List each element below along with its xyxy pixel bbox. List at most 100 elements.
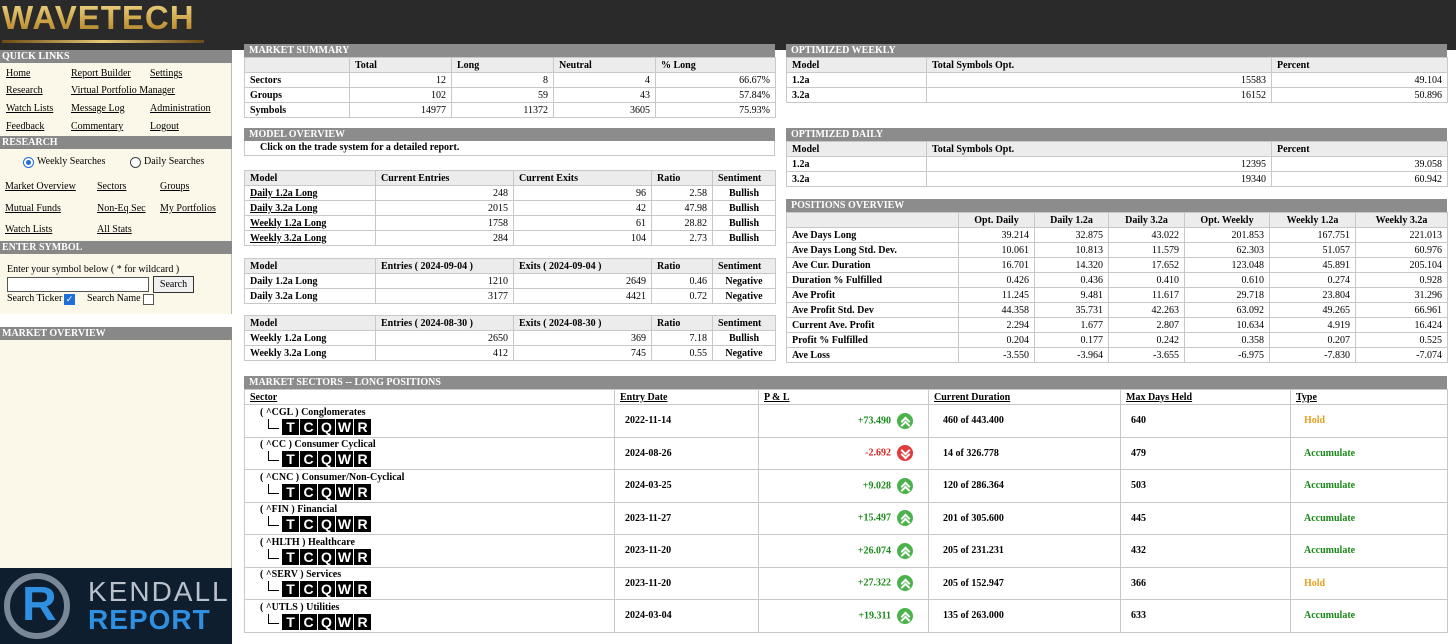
table-row: Ave Loss -3.550 -3.964 -3.655 -6.975 -7.830 -7… bbox=[786, 347, 1448, 363]
sector-name[interactable]: ( ^CNC ) Consumer/Non-Cyclical bbox=[260, 471, 405, 483]
tcqwr-c-button[interactable]: C bbox=[300, 418, 317, 435]
tcqwr-c-button[interactable]: C bbox=[300, 548, 317, 565]
tcqwr-c-button[interactable]: C bbox=[300, 581, 317, 598]
sort-type[interactable]: Type bbox=[1296, 391, 1317, 403]
tcqwr-q-button[interactable]: Q bbox=[318, 451, 335, 468]
daily-searches-radio[interactable] bbox=[130, 157, 141, 168]
table-cell: Weekly 1.2a Long bbox=[244, 215, 376, 231]
current-duration: 135 of 263.000 bbox=[928, 599, 1121, 633]
tcqwr-r-button[interactable]: R bbox=[354, 483, 371, 500]
tcqwr-w-button[interactable]: W bbox=[336, 483, 353, 500]
link-groups[interactable]: Groups bbox=[160, 181, 190, 192]
tcqwr-r-button[interactable]: R bbox=[354, 548, 371, 565]
sort-current-duration[interactable]: Current Duration bbox=[934, 391, 1011, 403]
sort-sector[interactable]: Sector bbox=[250, 391, 278, 403]
sort-pl[interactable]: P & L bbox=[764, 391, 790, 403]
sector-name[interactable]: ( ^CC ) Consumer Cyclical bbox=[260, 439, 376, 451]
tcqwr-w-button[interactable]: W bbox=[336, 516, 353, 533]
tcqwr-q-button[interactable]: Q bbox=[318, 418, 335, 435]
wavetech-logo[interactable]: WAVETECH bbox=[2, 0, 195, 44]
col-header: Model bbox=[244, 258, 376, 274]
tcqwr-t-button[interactable]: T bbox=[282, 548, 299, 565]
table-cell: 35.731 bbox=[1034, 302, 1109, 318]
tcqwr-w-button[interactable]: W bbox=[336, 613, 353, 630]
link-logout[interactable]: Logout bbox=[150, 121, 179, 132]
search-button[interactable]: Search bbox=[153, 276, 194, 293]
tcqwr-q-button[interactable]: Q bbox=[318, 516, 335, 533]
current-duration: 205 of 152.947 bbox=[928, 566, 1121, 600]
sector-name[interactable]: ( ^UTLS ) Utilities bbox=[260, 601, 340, 613]
symbol-input[interactable] bbox=[7, 277, 149, 292]
link-mutual-funds[interactable]: Mutual Funds bbox=[5, 203, 61, 214]
tcqwr-c-button[interactable]: C bbox=[300, 483, 317, 500]
table-cell: Daily 3.2a Long bbox=[244, 200, 376, 216]
tcqwr-q-button[interactable]: Q bbox=[318, 581, 335, 598]
link-non-eq-sec[interactable]: Non-Eq Sec bbox=[97, 203, 146, 214]
search-name-checkbox[interactable] bbox=[143, 294, 154, 305]
link-home[interactable]: Home bbox=[6, 68, 31, 79]
model-link[interactable]: Weekly 3.2a Long bbox=[250, 232, 327, 244]
tcqwr-t-button[interactable]: T bbox=[282, 516, 299, 533]
tcqwr-c-button[interactable]: C bbox=[300, 451, 317, 468]
link-my-portfolios[interactable]: My Portfolios bbox=[160, 203, 216, 214]
table-cell: 4.919 bbox=[1269, 317, 1356, 333]
tcqwr-t-button[interactable]: T bbox=[282, 613, 299, 630]
tcqwr-q-button[interactable]: Q bbox=[318, 613, 335, 630]
table-cell: 0.46 bbox=[651, 273, 713, 289]
link-watch-lists-research[interactable]: Watch Lists bbox=[5, 224, 53, 235]
tcqwr-w-button[interactable]: W bbox=[336, 581, 353, 598]
link-commentary[interactable]: Commentary bbox=[71, 121, 124, 132]
model-link[interactable]: Daily 1.2a Long bbox=[250, 187, 318, 199]
tcqwr-t-button[interactable]: T bbox=[282, 418, 299, 435]
research-header: RESEARCH bbox=[0, 136, 232, 149]
tcqwr-r-button[interactable]: R bbox=[354, 516, 371, 533]
tcqwr-r-button[interactable]: R bbox=[354, 581, 371, 598]
tcqwr-c-button[interactable]: C bbox=[300, 516, 317, 533]
link-administration[interactable]: Administration bbox=[150, 103, 211, 114]
pl-value: +9.028 bbox=[862, 480, 891, 492]
link-all-stats[interactable]: All Stats bbox=[97, 224, 132, 235]
table-cell: 43 bbox=[553, 87, 656, 103]
sort-max-days-held[interactable]: Max Days Held bbox=[1126, 391, 1193, 403]
tcqwr-q-button[interactable]: Q bbox=[318, 548, 335, 565]
table-cell: 45.891 bbox=[1269, 257, 1356, 273]
link-market-overview[interactable]: Market Overview bbox=[5, 181, 76, 192]
current-duration: 120 of 286.364 bbox=[928, 469, 1121, 503]
market-sectors-panel: MARKET SECTORS -- LONG POSITIONS Sector … bbox=[244, 376, 1448, 633]
link-watch-lists[interactable]: Watch Lists bbox=[6, 103, 54, 114]
link-settings[interactable]: Settings bbox=[150, 68, 183, 79]
table-row: Weekly 3.2a Long 412 745 0.55 Negative bbox=[244, 345, 776, 361]
link-message-log[interactable]: Message Log bbox=[71, 103, 125, 114]
link-virtual-portfolio-manager[interactable]: Virtual Portfolio Manager bbox=[71, 85, 175, 96]
link-report-builder[interactable]: Report Builder bbox=[71, 68, 131, 79]
tcqwr-t-button[interactable]: T bbox=[282, 483, 299, 500]
tcqwr-t-button[interactable]: T bbox=[282, 581, 299, 598]
link-feedback[interactable]: Feedback bbox=[6, 121, 45, 132]
weekly-searches-radio[interactable] bbox=[23, 157, 34, 168]
sector-name[interactable]: ( ^CGL ) Conglomerates bbox=[260, 406, 366, 418]
tcqwr-w-button[interactable]: W bbox=[336, 451, 353, 468]
sector-name[interactable]: ( ^SERV ) Services bbox=[260, 569, 342, 581]
link-sectors[interactable]: Sectors bbox=[97, 181, 127, 192]
sector-name[interactable]: ( ^HLTH ) Healthcare bbox=[260, 536, 355, 548]
tcqwr-w-button[interactable]: W bbox=[336, 418, 353, 435]
table-cell: 0.274 bbox=[1269, 272, 1356, 288]
table-cell: 16.424 bbox=[1355, 317, 1448, 333]
link-research[interactable]: Research bbox=[6, 85, 43, 96]
tcqwr-r-button[interactable]: R bbox=[354, 418, 371, 435]
tcqwr-r-button[interactable]: R bbox=[354, 451, 371, 468]
tcqwr-c-button[interactable]: C bbox=[300, 613, 317, 630]
search-ticker-checkbox[interactable]: ✓ bbox=[64, 294, 75, 305]
double-chevron-down-icon bbox=[897, 445, 913, 462]
positions-overview-table: Opt. Daily Daily 1.2a Daily 3.2a Opt. We… bbox=[786, 212, 1448, 363]
sector-name[interactable]: ( ^FIN ) Financial bbox=[260, 504, 338, 516]
model-link[interactable]: Weekly 1.2a Long bbox=[250, 217, 327, 229]
tcqwr-t-button[interactable]: T bbox=[282, 451, 299, 468]
tcqwr-r-button[interactable]: R bbox=[354, 613, 371, 630]
sort-entry-date[interactable]: Entry Date bbox=[620, 391, 668, 403]
tcqwr-w-button[interactable]: W bbox=[336, 548, 353, 565]
table-cell: 7.18 bbox=[651, 330, 713, 346]
tcqwr-q-button[interactable]: Q bbox=[318, 483, 335, 500]
table-cell: 14977 bbox=[349, 102, 452, 118]
model-link[interactable]: Daily 3.2a Long bbox=[250, 202, 318, 214]
